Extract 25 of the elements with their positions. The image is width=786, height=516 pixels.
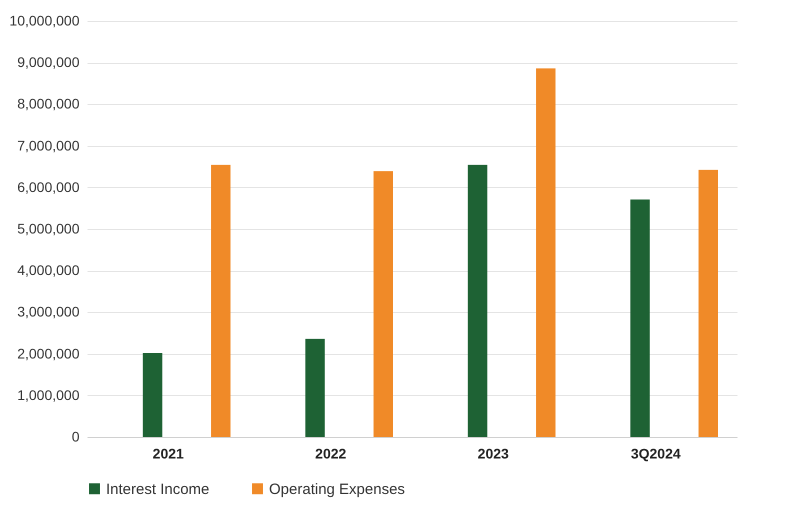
bar [211, 164, 230, 437]
legend-label: Operating Expenses [269, 480, 405, 498]
y-tick-label: 8,000,000 [17, 96, 80, 112]
y-tick-label: 0 [72, 428, 80, 444]
y-tick-label: 9,000,000 [17, 54, 80, 70]
x-tick-label: 2021 [152, 446, 184, 462]
bar [374, 171, 393, 437]
bar [305, 338, 325, 437]
y-tick-label: 3,000,000 [17, 304, 80, 320]
x-tick-label: 2022 [315, 446, 347, 462]
y-tick-label: 6,000,000 [17, 178, 80, 195]
bar [698, 170, 718, 437]
x-tick-label: 2023 [478, 446, 510, 462]
y-tick-label: 5,000,000 [17, 220, 80, 236]
y-tick-label: 1,000,000 [17, 386, 80, 403]
y-tick-label: 7,000,000 [17, 137, 80, 154]
bar [468, 164, 488, 437]
y-tick-label: 2,000,000 [17, 345, 80, 362]
y-tick-label: 10,000,000 [9, 12, 80, 28]
y-tick-label: 4,000,000 [17, 262, 80, 278]
legend-label: Interest Income [106, 480, 210, 498]
bar [142, 352, 162, 437]
x-tick-label: 3Q2024 [630, 446, 681, 462]
bar [630, 199, 650, 437]
bar [536, 68, 556, 437]
